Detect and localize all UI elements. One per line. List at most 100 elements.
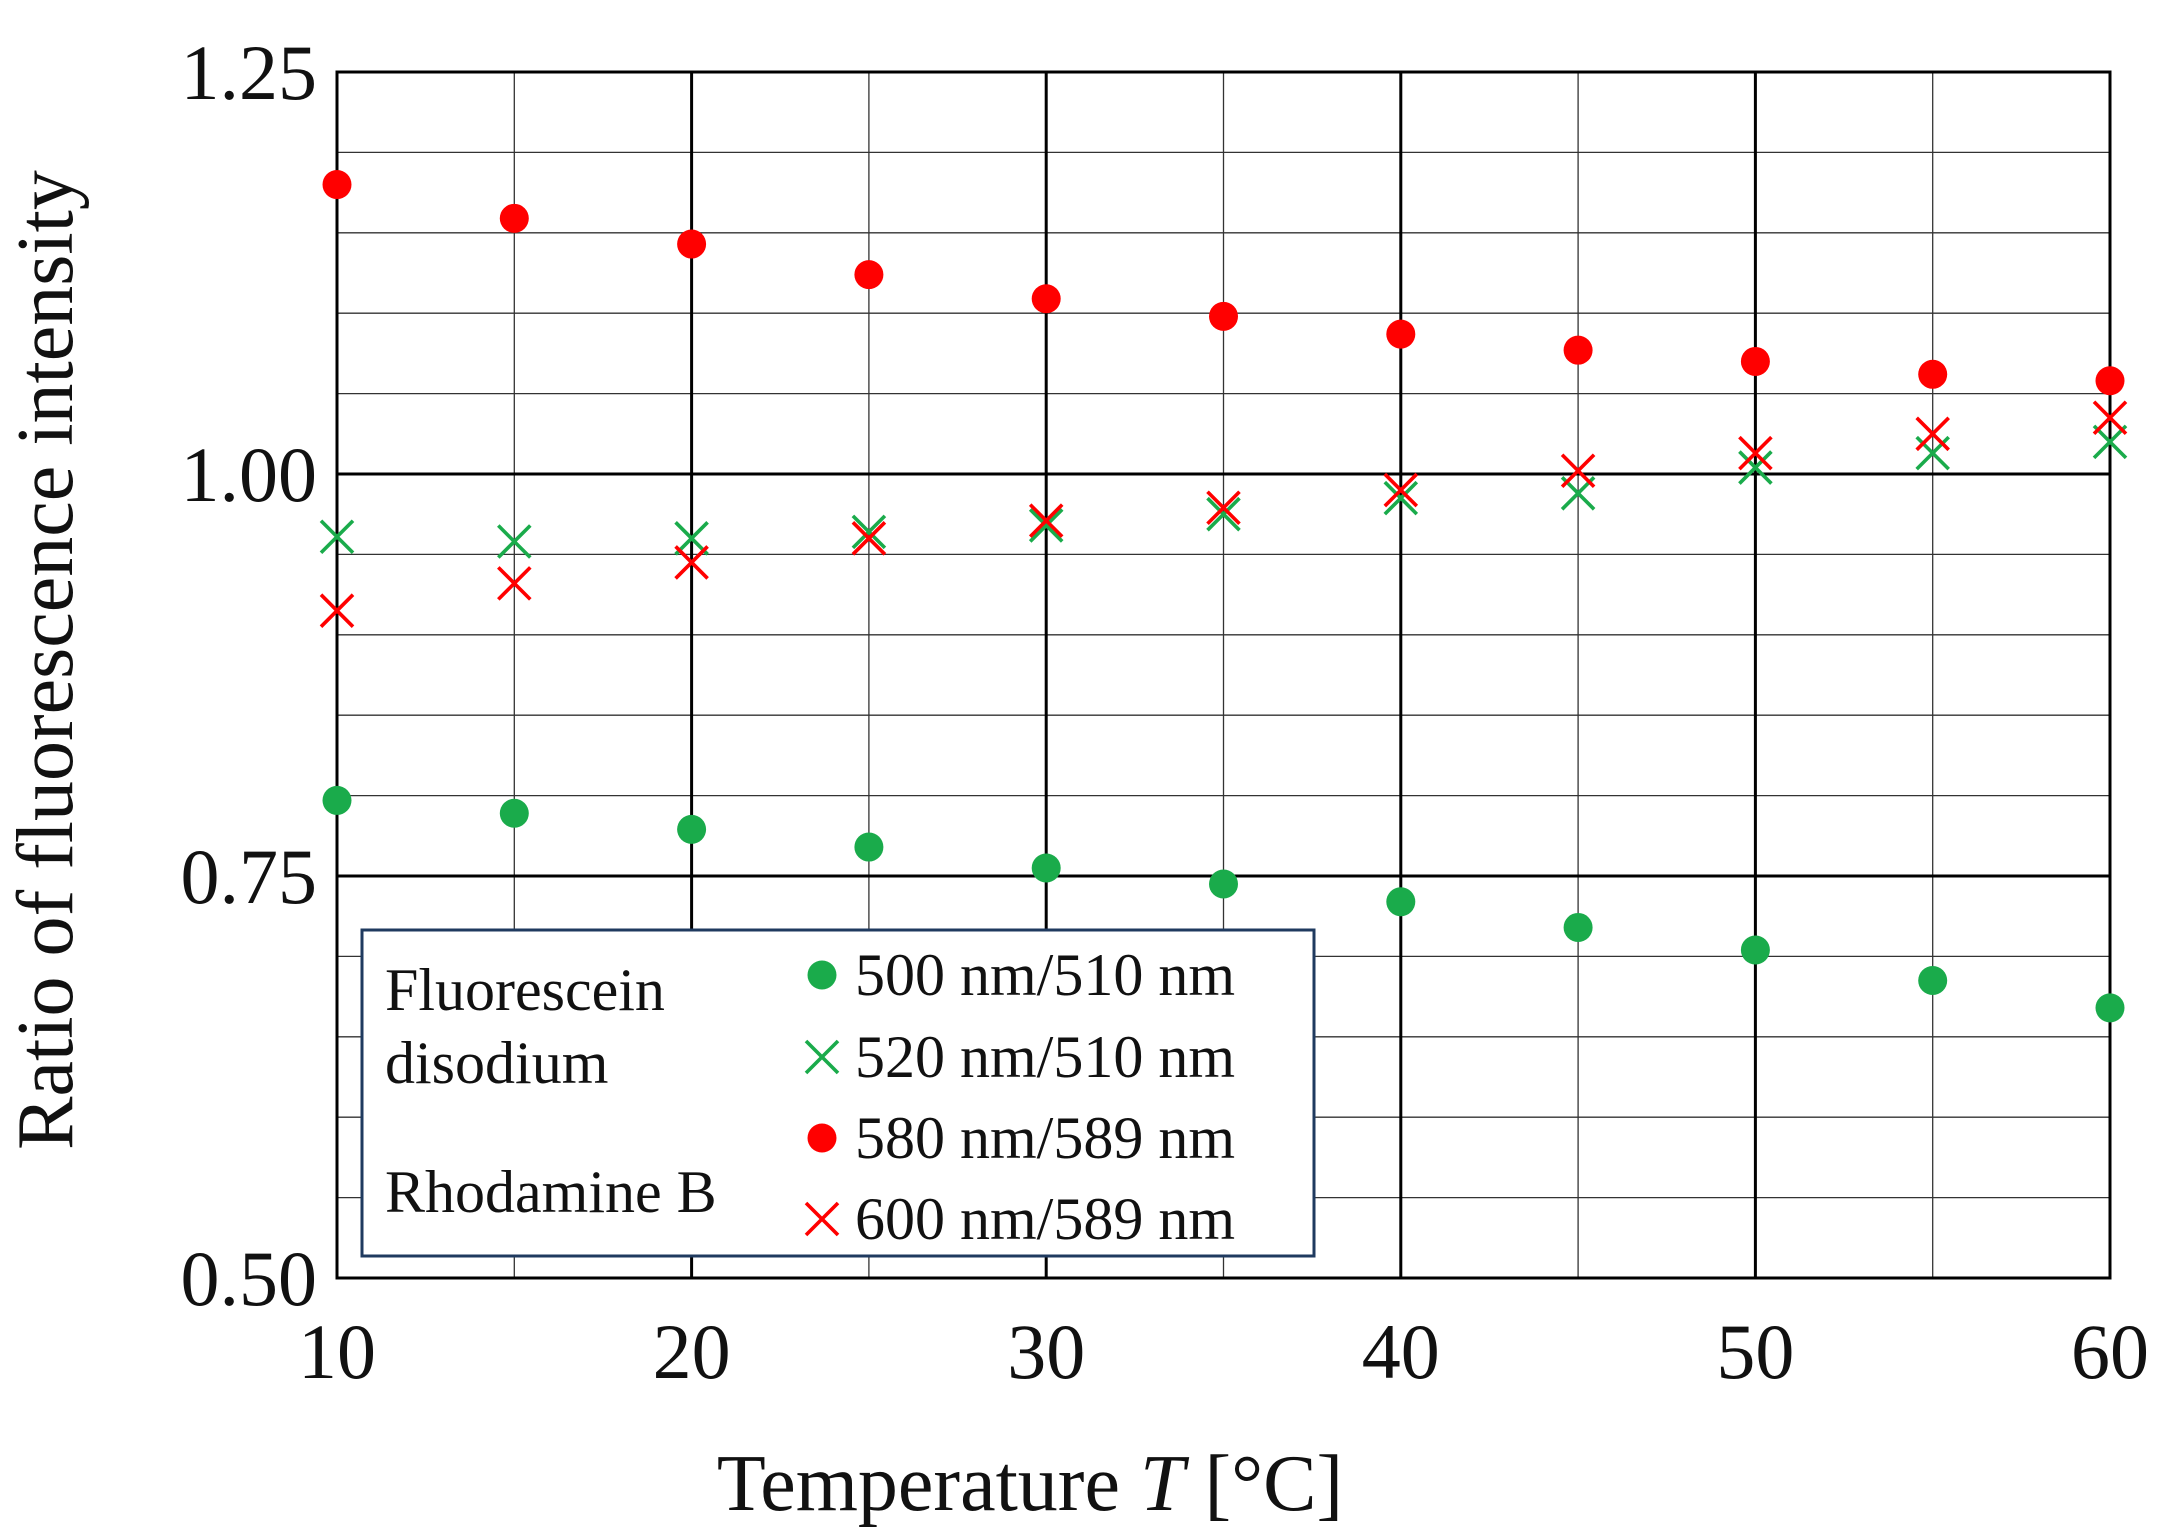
- legend-label: 500 nm/510 nm: [855, 942, 1235, 1008]
- x-tick-label: 60: [2071, 1308, 2149, 1395]
- x-tick-label: 10: [298, 1308, 376, 1395]
- legend-group-rhodamine: Rhodamine B: [385, 1159, 717, 1225]
- data-point: [677, 229, 707, 259]
- data-point: [854, 832, 884, 862]
- legend-label: 580 nm/589 nm: [855, 1105, 1235, 1171]
- series-layer: [319, 170, 2128, 1023]
- data-point: [1918, 966, 1948, 996]
- legend-entries: 500 nm/510 nm 520 nm/510 nm 580 nm/589 nm 6…: [804, 942, 1235, 1252]
- legend-box: [360, 928, 1316, 1258]
- x-axis-title: Temperature T [°C]: [717, 1440, 1343, 1528]
- data-point: [1383, 472, 1419, 508]
- data-point: [319, 519, 355, 554]
- x-marker-stroke: [804, 1201, 840, 1237]
- legend-marker: [807, 960, 837, 990]
- x-marker-stroke: [1738, 450, 1773, 485]
- data-point: [1206, 490, 1241, 526]
- x-marker-stroke: [674, 521, 709, 556]
- data-point: [1028, 503, 1064, 538]
- data-point: [1031, 284, 1061, 314]
- y-tick-label: 1.00: [181, 431, 318, 518]
- data-point: [677, 814, 707, 844]
- data-point: [2095, 993, 2125, 1023]
- data-point: [322, 170, 352, 200]
- series-3: [322, 170, 2125, 396]
- data-point: [1563, 335, 1593, 365]
- data-point: [1383, 480, 1419, 516]
- legend-label: 520 nm/510 nm: [855, 1024, 1235, 1090]
- data-point: [1206, 496, 1241, 532]
- plot-frame: [335, 70, 2112, 1280]
- data-point: [674, 545, 709, 580]
- legend-marker: [804, 1201, 840, 1237]
- x-marker-stroke: [1738, 435, 1773, 471]
- data-point: [1740, 935, 1770, 965]
- data-point: [2092, 424, 2128, 460]
- series-4: [319, 400, 2128, 628]
- data-point: [2092, 400, 2128, 435]
- legend-marker: [807, 1123, 837, 1153]
- data-point: [1740, 346, 1770, 376]
- x-marker-stroke: [1206, 490, 1241, 526]
- data-point: [851, 514, 887, 550]
- x-marker-stroke: [851, 521, 887, 556]
- data-point: [1915, 416, 1950, 452]
- x-tick-label: 40: [1362, 1308, 1440, 1395]
- y-axis-title: Ratio of fluorescence intensity: [2, 170, 90, 1150]
- x-marker-stroke: [1915, 416, 1950, 452]
- y-tick-label: 1.25: [181, 29, 318, 116]
- data-point: [1918, 359, 1948, 389]
- x-marker-stroke: [851, 514, 887, 550]
- data-point: [1563, 912, 1593, 942]
- legend: Fluorescein disodium Rhodamine B 500 nm/…: [360, 928, 1316, 1258]
- data-point: [854, 260, 884, 290]
- legend-label: 600 nm/589 nm: [855, 1186, 1235, 1252]
- series-2: [319, 424, 2128, 559]
- y-tick-label: 0.50: [181, 1235, 318, 1322]
- x-marker-stroke: [2092, 400, 2128, 435]
- x-marker-stroke: [1028, 508, 1064, 543]
- x-tick-label: 20: [653, 1308, 731, 1395]
- x-marker-stroke: [1028, 503, 1064, 538]
- x-tick-labels: 10 20 30 40 50 60: [298, 1308, 2149, 1395]
- x-axis-symbol: T: [1140, 1440, 1190, 1528]
- data-point: [1028, 508, 1064, 543]
- x-tick-label: 50: [1716, 1308, 1794, 1395]
- data-point: [499, 203, 529, 233]
- x-marker-stroke: [497, 524, 532, 559]
- data-point: [319, 593, 355, 628]
- x-marker-stroke: [319, 593, 355, 628]
- data-point: [1560, 453, 1596, 489]
- x-marker-stroke: [1383, 472, 1419, 508]
- data-point: [497, 566, 532, 601]
- x-marker-stroke: [1560, 453, 1596, 489]
- data-point: [851, 521, 887, 556]
- data-point: [1386, 319, 1416, 349]
- data-point: [1738, 435, 1773, 471]
- x-marker-stroke: [804, 1039, 840, 1075]
- data-point: [674, 521, 709, 556]
- x-marker-stroke: [674, 545, 709, 580]
- x-tick-label: 30: [1007, 1308, 1085, 1395]
- legend-marker: [804, 1039, 840, 1075]
- data-point: [1738, 450, 1773, 485]
- x-marker-stroke: [1206, 496, 1241, 532]
- data-point: [1209, 869, 1238, 899]
- x-marker-stroke: [497, 566, 532, 601]
- y-tick-labels: 0.50 0.75 1.00 1.25: [181, 29, 318, 1322]
- data-point: [1031, 853, 1061, 883]
- data-point: [1386, 887, 1416, 917]
- x-marker-stroke: [319, 519, 355, 554]
- data-point: [499, 798, 529, 828]
- data-point: [322, 785, 352, 815]
- legend-group-fluorescein: Fluorescein: [385, 957, 665, 1023]
- x-axis-unit: [°C]: [1204, 1440, 1343, 1528]
- legend-group-disodium: disodium: [385, 1030, 608, 1096]
- data-point: [1209, 301, 1238, 331]
- data-point: [497, 524, 532, 559]
- y-tick-label: 0.75: [181, 833, 318, 920]
- x-marker-stroke: [2092, 424, 2128, 460]
- series-1: [322, 785, 2125, 1023]
- x-marker-stroke: [1383, 480, 1419, 516]
